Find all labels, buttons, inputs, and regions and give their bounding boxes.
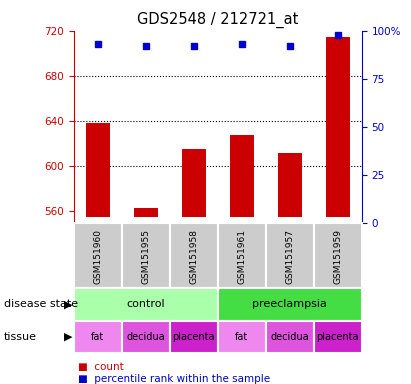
Bar [314,223,362,288]
Bar [326,38,350,217]
Bar [170,321,218,353]
Text: GSM151959: GSM151959 [333,229,342,284]
Bar [266,321,314,353]
Text: ■  percentile rank within the sample: ■ percentile rank within the sample [78,374,270,384]
Text: preeclampsia: preeclampsia [252,299,327,310]
Text: placenta: placenta [173,332,215,342]
Text: fat: fat [235,332,248,342]
Text: ■  count: ■ count [78,362,124,372]
Text: GSM151960: GSM151960 [93,229,102,284]
Bar [86,123,110,217]
Text: GSM151957: GSM151957 [285,229,294,284]
Bar [230,135,254,217]
Text: placenta: placenta [316,332,359,342]
Text: ▶: ▶ [64,299,72,310]
Bar [218,288,362,321]
Text: tissue: tissue [4,332,37,342]
Bar [122,223,170,288]
Bar [134,208,158,217]
Text: GSM151955: GSM151955 [141,229,150,284]
Bar [266,223,314,288]
Text: GSM151961: GSM151961 [237,229,246,284]
Bar [182,149,206,217]
Text: fat: fat [91,332,104,342]
Bar [122,321,170,353]
Bar [218,223,266,288]
Text: disease state: disease state [4,299,78,310]
Text: GSM151958: GSM151958 [189,229,199,284]
Text: decidua: decidua [270,332,309,342]
Bar [74,321,122,353]
Text: ▶: ▶ [64,332,72,342]
Bar [218,321,266,353]
Bar [314,321,362,353]
Text: decidua: decidua [127,332,165,342]
Bar [74,288,218,321]
Bar [170,223,218,288]
Text: control: control [127,299,165,310]
Title: GDS2548 / 212721_at: GDS2548 / 212721_at [137,12,298,28]
Bar [278,153,302,217]
Bar [74,223,122,288]
